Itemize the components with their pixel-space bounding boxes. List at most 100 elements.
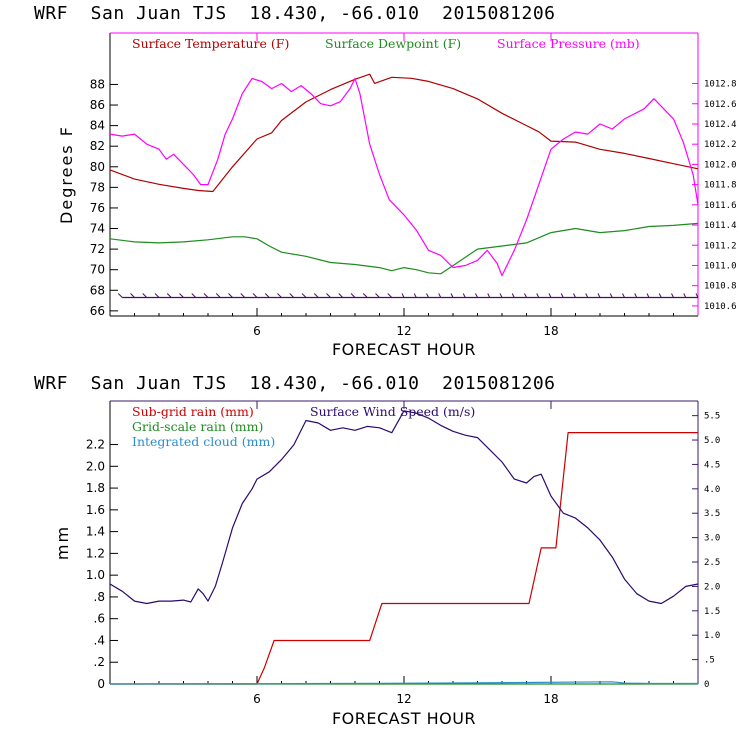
chart2-y-tick-label: .4 bbox=[94, 633, 105, 647]
chart2-y2-tick-label: 5.5 bbox=[704, 412, 720, 422]
chart1-y2-tick-label: 1012.8 bbox=[704, 80, 737, 90]
chart2-y2-tick-label: 3.0 bbox=[704, 534, 720, 544]
chart2-y-tick-label: 2.2 bbox=[86, 438, 105, 452]
chart1-wind-barb bbox=[215, 293, 221, 298]
chart1-wind-barb bbox=[375, 293, 380, 298]
chart1-wind-barb bbox=[240, 293, 246, 298]
chart2-y2-tick-label: 0 bbox=[704, 680, 709, 690]
chart1-wind-barb bbox=[387, 293, 393, 298]
chart1-y2-tick-label: 1011.6 bbox=[704, 201, 737, 211]
chart1-legend-surface-dewpoint-f: Surface Dewpoint (F) bbox=[325, 36, 461, 51]
chart2-y-tick-label: 2.0 bbox=[86, 459, 105, 473]
chart1-y-tick-label: 84 bbox=[90, 119, 105, 133]
chart2-legend-surface-wind-speed-m-s: Surface Wind Speed (m/s) bbox=[310, 404, 475, 419]
chart1-wind-barb bbox=[142, 293, 148, 298]
chart1-wind-barb bbox=[426, 293, 429, 298]
chart2-y2-tick-label: 1.0 bbox=[704, 631, 720, 641]
chart1-wind-barb bbox=[264, 293, 270, 298]
chart1-wind-barb bbox=[524, 293, 527, 298]
chart1-wind-barb bbox=[289, 293, 295, 298]
chart1-series-surface-pressure-mb-line bbox=[109, 77, 699, 277]
chart2-y2-tick-label: 2.5 bbox=[704, 558, 720, 568]
chart1-legend-surface-pressure-mb: Surface Pressure (mb) bbox=[497, 36, 640, 51]
top-chart-title: WRF San Juan TJS 18.430, -66.010 2015081… bbox=[34, 3, 556, 24]
chart2-y2-tick-label: 4.5 bbox=[704, 460, 720, 470]
chart2-y-tick-label: .8 bbox=[94, 590, 105, 604]
chart2-legend-sub-grid-rain-mm: Sub-grid rain (mm) bbox=[132, 404, 254, 419]
chart1-wind-barb bbox=[499, 293, 503, 298]
chart1-wind-barb bbox=[191, 293, 197, 298]
chart1-y-tick-label: 74 bbox=[90, 222, 105, 236]
chart1-y2-tick-label: 1012.2 bbox=[704, 140, 737, 150]
chart1-wind-barb bbox=[634, 293, 638, 298]
chart1-y2-tick-label: 1012.4 bbox=[704, 120, 737, 130]
chart1-x-tick-label: 12 bbox=[396, 324, 411, 338]
chart2-y-tick-label: 1.8 bbox=[86, 481, 105, 495]
chart1-wind-barb bbox=[695, 293, 699, 298]
chart1-y2-tick-label: 1011.4 bbox=[704, 221, 737, 231]
chart1-wind-barb bbox=[166, 293, 172, 298]
chart1-wind-barb bbox=[277, 293, 282, 298]
chart1-y2-tick-label: 1012.0 bbox=[704, 160, 737, 170]
chart1-wind-barb bbox=[573, 293, 576, 298]
chart2-y2-tick-label: .5 bbox=[704, 656, 715, 666]
chart1-wind-barb bbox=[487, 293, 491, 298]
chart1-wind-barb bbox=[622, 293, 625, 298]
chart2-x-axis-label: FORECAST HOUR bbox=[332, 709, 476, 728]
chart1-wind-barb bbox=[536, 293, 540, 298]
chart2-y-tick-label: .2 bbox=[94, 655, 105, 669]
chart1-y2-tick-label: 1011.2 bbox=[704, 241, 737, 251]
chart1-y2-tick-label: 1012.6 bbox=[704, 100, 737, 110]
chart2-y2-tick-label: 4.0 bbox=[704, 485, 720, 495]
chart2-y2-tick-label: 5.0 bbox=[704, 436, 720, 446]
chart1-wind-barb bbox=[548, 293, 552, 298]
chart1-y-tick-label: 80 bbox=[90, 160, 105, 174]
chart1-y2-tick-label: 1011.8 bbox=[704, 181, 737, 191]
chart1-wind-barb bbox=[301, 293, 307, 298]
chart1-y-tick-label: 82 bbox=[90, 139, 105, 153]
chart1-y-tick-label: 88 bbox=[90, 77, 105, 91]
chart1-wind-barb bbox=[560, 293, 564, 298]
chart1-wind-barb bbox=[179, 293, 184, 298]
chart1-wind-barb bbox=[203, 293, 209, 298]
chart1-wind-barb bbox=[450, 293, 454, 298]
chart1-wind-barb bbox=[313, 293, 319, 298]
chart2-y-tick-label: 1.6 bbox=[86, 503, 105, 517]
chart2-series-integrated-cloud-mm-line bbox=[109, 681, 698, 685]
chart1-y2-tick-label: 1010.6 bbox=[704, 302, 737, 312]
chart2-series-surface-wind-speed-m-s-line bbox=[109, 410, 699, 605]
chart1-y2-tick-label: 1010.8 bbox=[704, 282, 737, 292]
chart1-wind-barb bbox=[683, 293, 687, 298]
chart1-wind-barb bbox=[228, 293, 233, 298]
chart1-series-surface-dewpoint-f-line bbox=[109, 222, 699, 275]
chart1-x-tick-label: 18 bbox=[543, 324, 558, 338]
chart1-y2-tick-label: 1011.0 bbox=[704, 261, 737, 271]
chart2-y-axis-label: mm bbox=[53, 525, 72, 560]
bottom-chart-title: WRF San Juan TJS 18.430, -66.010 2015081… bbox=[34, 373, 556, 394]
chart1-y-tick-label: 86 bbox=[90, 98, 105, 112]
chart2-x-tick-label: 12 bbox=[396, 692, 411, 706]
chart1-wind-barb bbox=[154, 293, 160, 298]
chart2-series-sub-grid-rain-mm-line bbox=[110, 432, 698, 685]
chart1-wind-barb bbox=[597, 293, 601, 298]
chart1-x-axis-label: FORECAST HOUR bbox=[332, 340, 476, 359]
chart1-y-tick-label: 78 bbox=[90, 180, 105, 194]
chart2-legend-grid-scale-rain-mm: Grid-scale rain (mm) bbox=[132, 419, 263, 434]
chart1-y-tick-label: 76 bbox=[90, 201, 105, 215]
chart2-y2-tick-label: 3.5 bbox=[704, 509, 720, 519]
chart2-y2-tick-label: 1.5 bbox=[704, 607, 720, 617]
chart2-y-tick-label: 0 bbox=[97, 677, 105, 691]
chart1-wind-barb bbox=[438, 293, 442, 298]
chart1-y-tick-label: 66 bbox=[90, 304, 105, 318]
chart1-y-tick-label: 72 bbox=[90, 242, 105, 256]
chart1-wind-barb bbox=[671, 293, 674, 298]
chart1-wind-barb bbox=[401, 293, 405, 298]
chart1-wind-barb bbox=[462, 293, 466, 298]
chart1-wind-barb bbox=[413, 293, 417, 298]
chart2-y-tick-label: 1.0 bbox=[86, 568, 105, 582]
chart1-wind-barb bbox=[362, 293, 368, 298]
chart1-wind-barb bbox=[117, 293, 123, 298]
chart1-wind-barb bbox=[609, 293, 613, 298]
chart2-y-tick-label: 1.2 bbox=[86, 546, 105, 560]
chart1-y-tick-label: 70 bbox=[90, 263, 105, 277]
